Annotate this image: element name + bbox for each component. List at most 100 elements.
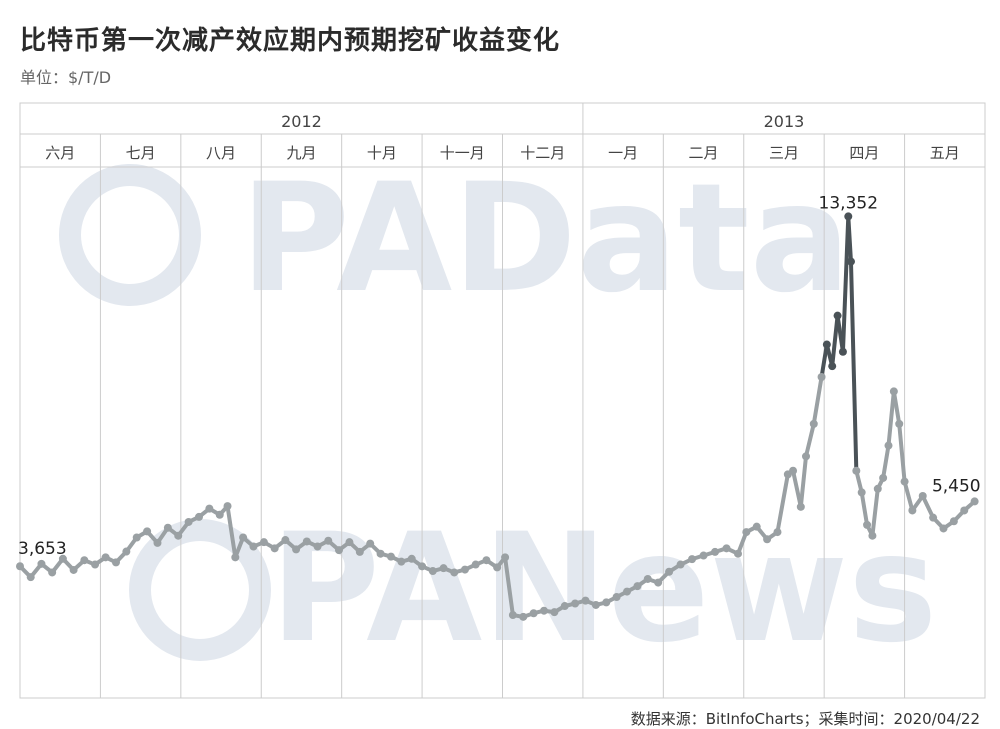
line-segment	[811, 374, 824, 426]
data-point	[281, 536, 290, 545]
data-point	[69, 565, 78, 574]
data-point	[633, 582, 642, 591]
data-point	[397, 557, 406, 566]
line-segment	[859, 490, 870, 527]
data-point	[376, 549, 385, 558]
data-point	[711, 547, 720, 556]
data-point	[101, 553, 110, 562]
data-point	[796, 502, 805, 511]
data-point	[460, 565, 469, 574]
data-point	[852, 466, 861, 475]
data-point	[37, 559, 46, 568]
data-point	[873, 484, 882, 493]
data-point	[752, 522, 761, 531]
month-tick-label: 十一月	[440, 144, 485, 162]
data-point	[345, 538, 354, 547]
data-point	[623, 587, 632, 596]
chart-title: 比特币第一次减产效应期内预期挖矿收益变化	[20, 26, 561, 56]
line-segment	[819, 342, 829, 379]
data-point	[132, 533, 141, 542]
data-point	[900, 477, 909, 486]
line-segment	[830, 313, 840, 369]
data-point	[26, 573, 35, 582]
line-segment	[886, 389, 896, 448]
data-point	[231, 553, 240, 562]
data-point	[929, 513, 938, 522]
data-point	[838, 347, 847, 356]
data-point	[591, 600, 600, 609]
data-point	[879, 473, 888, 482]
data-point	[665, 567, 674, 576]
data-point	[654, 578, 663, 587]
data-point	[895, 419, 904, 428]
data-point	[111, 558, 120, 567]
month-tick-label: 五月	[930, 144, 960, 162]
data-point	[868, 531, 877, 540]
line-segment	[840, 214, 851, 354]
data-point	[540, 606, 549, 615]
series-points	[16, 212, 979, 621]
data-point	[302, 537, 311, 546]
data-point	[239, 533, 248, 542]
data-point	[763, 535, 772, 544]
data-point	[215, 510, 224, 519]
line-segment	[775, 472, 790, 535]
month-tick-label: 十二月	[520, 144, 565, 162]
watermark-logo-icon	[59, 164, 201, 306]
data-point	[699, 551, 708, 560]
data-point	[918, 492, 927, 501]
data-point	[949, 517, 958, 526]
data-point	[184, 517, 193, 526]
data-point	[292, 545, 301, 554]
start-value-label: 3,653	[18, 539, 67, 559]
data-point	[249, 542, 258, 551]
data-point	[493, 563, 502, 572]
end-value-label: 5,450	[932, 476, 981, 496]
data-point	[844, 212, 853, 221]
line-segment	[920, 494, 936, 520]
line-segment	[503, 555, 515, 618]
data-point	[550, 608, 559, 617]
month-tick-label: 七月	[126, 144, 156, 162]
line-segment	[225, 504, 238, 560]
data-point	[960, 506, 969, 515]
data-point	[529, 609, 538, 618]
data-point	[58, 554, 67, 563]
data-point	[174, 531, 183, 540]
data-point	[857, 488, 866, 497]
data-point	[407, 554, 416, 563]
watermark-logo-icon	[129, 519, 271, 661]
data-point	[773, 528, 782, 537]
data-point	[833, 311, 842, 320]
unit-label: 单位：$/T/D	[20, 68, 112, 87]
data-point	[482, 556, 491, 565]
data-point	[223, 502, 232, 511]
line-segment	[846, 214, 853, 264]
month-tick-label: 三月	[769, 144, 799, 162]
data-point	[48, 568, 57, 577]
year-label: 2012	[281, 112, 322, 131]
data-point	[676, 560, 685, 569]
line-chart: PAData PANews 2012 2013 六月 七月 八月 九月 十月 十一月 十二月 一月 二…	[16, 102, 986, 699]
line-segment	[804, 421, 816, 459]
data-point	[560, 602, 569, 611]
data-point	[688, 555, 697, 564]
peak-value-label: 13,352	[819, 193, 878, 213]
data-point	[270, 544, 279, 553]
watermark-panews: PANews	[270, 502, 937, 676]
data-point	[439, 564, 448, 573]
data-point	[143, 527, 152, 536]
data-point	[366, 539, 375, 548]
data-point	[80, 556, 89, 565]
chart-frame: 2012 2013 六月 七月 八月 九月 十月 十一月 十二月 一月 二月 三月 四月 五月	[19, 102, 986, 699]
data-point	[643, 574, 652, 583]
data-point	[508, 611, 517, 620]
month-tick-label: 一月	[608, 144, 638, 162]
data-point	[602, 598, 611, 607]
data-point	[802, 452, 811, 461]
watermark-layer: PAData PANews	[59, 152, 937, 676]
data-point	[386, 552, 395, 561]
data-point	[939, 524, 948, 533]
data-point	[884, 441, 893, 450]
watermark-padata: PAData	[240, 152, 851, 326]
